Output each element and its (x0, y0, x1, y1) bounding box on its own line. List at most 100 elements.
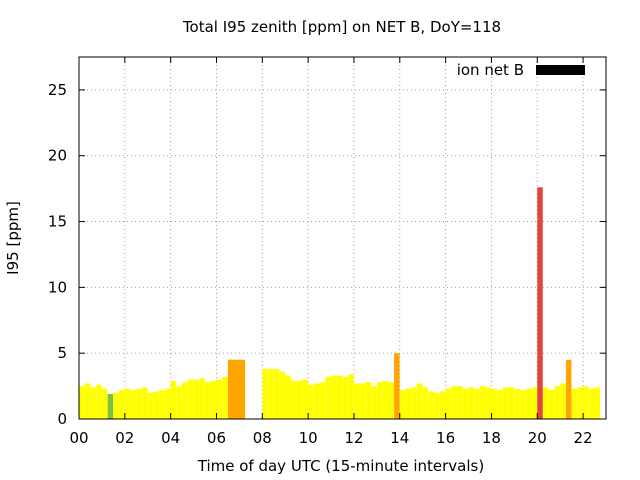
y-axis-label: I95 [ppm] (4, 201, 22, 275)
bar (308, 384, 314, 419)
plot-frame (78, 56, 607, 420)
bar (428, 391, 434, 419)
bar (107, 393, 114, 419)
bar (520, 390, 526, 419)
bar (170, 380, 177, 419)
bar (394, 353, 400, 419)
y-tick-label: 5 (57, 344, 67, 362)
bar (548, 390, 555, 419)
x-tick-label: 12 (344, 429, 363, 447)
bar (371, 386, 377, 419)
grid-lines (79, 57, 606, 419)
bar (302, 379, 308, 419)
bar (434, 392, 440, 419)
bar (485, 387, 492, 419)
x-tick-label: 14 (390, 429, 409, 447)
bar (560, 383, 566, 419)
bar (153, 391, 159, 419)
bar (296, 380, 303, 419)
bar (399, 390, 406, 419)
bar (193, 379, 200, 419)
bar (227, 359, 246, 419)
bar (319, 382, 326, 419)
bar (479, 386, 486, 419)
bar (290, 380, 297, 419)
bar (285, 375, 291, 419)
bar (376, 382, 383, 419)
bar (405, 388, 412, 419)
bar (422, 387, 429, 419)
y-tick-label: 15 (48, 213, 67, 231)
bar (365, 382, 371, 419)
y-tick-label: 25 (48, 81, 67, 99)
bar (187, 379, 194, 419)
bar (542, 387, 549, 419)
bar (462, 388, 469, 419)
bar (325, 376, 331, 419)
bar (113, 392, 119, 419)
bar (594, 387, 601, 419)
bar (279, 371, 286, 419)
bar (96, 384, 102, 419)
bar (577, 387, 583, 419)
bar (119, 390, 125, 419)
x-tick-labels: 00 02 04 06 08 10 12 14 16 18 20 22 (69, 429, 592, 447)
x-tick-label: 10 (299, 429, 318, 447)
bar (411, 387, 417, 419)
bar (199, 378, 205, 419)
x-tick-label: 18 (482, 429, 501, 447)
x-tick-label: 06 (207, 429, 226, 447)
x-tick-label: 04 (161, 429, 180, 447)
bar (416, 383, 423, 419)
bar (348, 374, 354, 419)
x-tick-label: 20 (528, 429, 547, 447)
bar (353, 383, 360, 419)
bar (176, 386, 182, 419)
bar (382, 380, 389, 419)
y-tick-label: 10 (48, 278, 67, 296)
bar (502, 387, 509, 419)
chart-title: Total I95 zenith [ppm] on NET B, DoY=118 (182, 18, 501, 36)
legend-swatch (536, 65, 585, 75)
bar (124, 388, 131, 419)
bar (222, 376, 228, 419)
bar (205, 382, 211, 419)
bar (468, 387, 475, 419)
bar (210, 380, 217, 419)
bar (565, 359, 572, 419)
bar (313, 383, 320, 419)
bar (497, 390, 503, 419)
bar (84, 383, 91, 419)
legend-label: ion net B (457, 61, 524, 79)
bar (588, 388, 595, 419)
y-tick-labels: 0 5 10 15 20 25 (48, 81, 67, 428)
bar (531, 387, 538, 419)
bar (182, 382, 188, 419)
bar (508, 387, 515, 419)
bar (451, 386, 457, 419)
bar (554, 386, 560, 419)
axis-ticks (78, 57, 606, 420)
bar (164, 388, 171, 419)
bar (79, 386, 85, 419)
x-tick-label: 02 (115, 429, 134, 447)
bar (474, 388, 480, 419)
bar (342, 376, 349, 419)
x-tick-label: 22 (574, 429, 593, 447)
bar (216, 379, 223, 419)
x-tick-label: 00 (69, 429, 88, 447)
bar (262, 368, 268, 419)
bar (491, 388, 497, 419)
bar (331, 375, 337, 419)
bar (336, 375, 343, 419)
bar (273, 368, 280, 419)
legend: ion net B (457, 61, 585, 79)
x-tick-label: 08 (253, 429, 272, 447)
bar (359, 383, 366, 419)
bar (514, 388, 520, 419)
bar (439, 391, 446, 419)
bars (79, 187, 601, 419)
bar (159, 390, 165, 419)
x-axis-label: Time of day UTC (15-minute intervals) (197, 457, 484, 475)
